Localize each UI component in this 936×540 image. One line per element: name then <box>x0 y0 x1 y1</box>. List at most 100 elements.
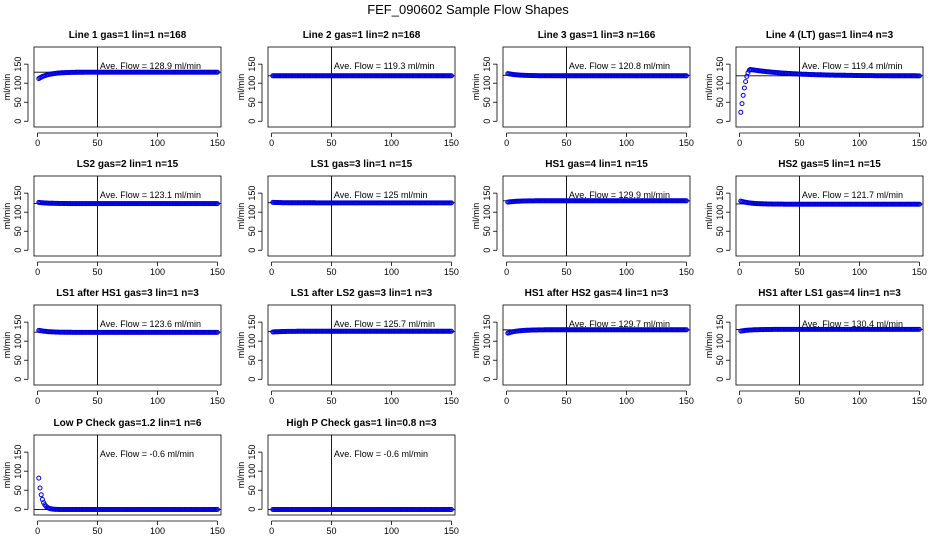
y-axis-label: ml/min <box>236 203 246 230</box>
data-point <box>214 69 220 75</box>
y-tick-label: 50 <box>247 485 257 495</box>
x-tick-label: 50 <box>327 267 337 277</box>
y-tick-label: 150 <box>482 186 492 201</box>
y-tick-label: 0 <box>13 507 23 512</box>
y-tick-label: 150 <box>247 57 257 72</box>
panel-2: Line 2 gas=1 lin=2 n=168 0 50 100 150 0 50 100 1… <box>236 30 459 148</box>
plot-frame <box>33 175 222 257</box>
y-tick-label: 150 <box>715 315 725 330</box>
y-tick-label: 0 <box>715 248 725 253</box>
y-axis-label: ml/min <box>471 74 481 101</box>
panel-6: LS1 gas=3 lin=1 n=150 50 100 150050100150ml… <box>236 159 459 277</box>
panel-title: Low P Check gas=1.2 lin=1 n=6 <box>54 418 202 429</box>
plot-frame <box>267 46 456 128</box>
y-axis-label: ml/min <box>704 332 714 359</box>
y-tick-label: 150 <box>482 57 492 72</box>
x-tick-label: 150 <box>912 138 927 148</box>
x-tick-label: 100 <box>852 138 867 148</box>
data-point <box>38 492 44 498</box>
y-axis-label: ml/min <box>236 332 246 359</box>
x-tick-label: 150 <box>210 267 225 277</box>
average-flow-annotation: Ave. Flow = 120.8 ml/min <box>569 61 670 71</box>
x-tick-label: 100 <box>384 526 399 536</box>
x-tick-label: 150 <box>210 396 225 406</box>
x-tick-label: 150 <box>679 267 694 277</box>
y-tick-label: 50 <box>715 226 725 236</box>
x-tick-label: 100 <box>384 138 399 148</box>
panel-title: HS1 after HS2 gas=4 lin=1 n=3 <box>525 288 669 299</box>
y-tick-label: 0 <box>247 119 257 124</box>
average-flow-annotation: Ave. Flow = -0.6 ml/min <box>100 449 194 459</box>
y-tick-label: 150 <box>13 315 23 330</box>
y-tick-label: 50 <box>247 226 257 236</box>
y-tick-label: 100 <box>715 334 725 349</box>
y-tick-label: 100 <box>13 334 23 349</box>
y-axis-label: ml/min <box>2 74 12 101</box>
x-tick-label: 50 <box>327 396 337 406</box>
plot-frame <box>267 175 456 257</box>
x-tick-label: 100 <box>619 267 634 277</box>
data-point <box>916 201 922 207</box>
y-tick-label: 0 <box>715 377 725 382</box>
x-tick-label: 50 <box>327 138 337 148</box>
data-point <box>448 328 454 334</box>
y-tick-label: 100 <box>247 76 257 91</box>
y-tick-label: 0 <box>247 248 257 253</box>
y-tick-label: 100 <box>482 76 492 91</box>
data-point <box>740 92 746 98</box>
data-point <box>743 79 749 85</box>
x-tick-label: 150 <box>444 526 459 536</box>
panel-4: Line 4 (LT) gas=1 lin=4 n=3 0 50 100 150 0 50 1… <box>704 30 927 148</box>
y-axis-label: ml/min <box>2 332 12 359</box>
x-tick-label: 50 <box>562 396 572 406</box>
x-tick-label: 0 <box>269 396 274 406</box>
average-flow-annotation: Ave. Flow = 129.7 ml/min <box>569 319 670 329</box>
x-tick-label: 100 <box>619 396 634 406</box>
y-tick-label: 0 <box>13 248 23 253</box>
average-flow-annotation: Ave. Flow = 125 ml/min <box>334 190 428 200</box>
panel-title: HS2 gas=5 lin=1 n=15 <box>778 159 881 170</box>
average-flow-annotation: Ave. Flow = 125.7 ml/min <box>334 319 435 329</box>
data-point <box>36 475 42 481</box>
average-flow-annotation: Ave. Flow = 123.6 ml/min <box>100 319 201 329</box>
y-tick-label: 150 <box>482 315 492 330</box>
y-axis-label: ml/min <box>236 462 246 489</box>
figure-title: FEF_090602 Sample Flow Shapes <box>367 2 569 17</box>
plot-frame <box>735 175 924 257</box>
panel-title: HS1 gas=4 lin=1 n=15 <box>545 159 648 170</box>
x-tick-label: 150 <box>912 396 927 406</box>
y-tick-label: 0 <box>482 119 492 124</box>
data-point <box>214 201 220 207</box>
panel-3: Line 3 gas=1 lin=3 n=166 0 50 100 150 0 50 100 1… <box>471 30 694 148</box>
data-point <box>741 85 747 91</box>
x-tick-label: 100 <box>852 267 867 277</box>
average-flow-annotation: Ave. Flow = 119.3 ml/min <box>334 61 434 71</box>
x-tick-label: 0 <box>269 138 274 148</box>
y-tick-label: 50 <box>13 226 23 236</box>
y-tick-label: 50 <box>715 97 725 107</box>
average-flow-annotation: Ave. Flow = 119.4 ml/min <box>802 61 902 71</box>
y-tick-label: 50 <box>482 97 492 107</box>
x-tick-label: 50 <box>795 267 805 277</box>
plot-frame <box>33 304 222 386</box>
x-tick-label: 50 <box>795 396 805 406</box>
y-tick-label: 150 <box>247 445 257 460</box>
x-tick-label: 0 <box>269 526 274 536</box>
y-tick-label: 50 <box>247 355 257 365</box>
panel-title: LS2 gas=2 lin=1 n=15 <box>77 159 179 170</box>
x-tick-label: 0 <box>737 138 742 148</box>
average-flow-annotation: Ave. Flow = 121.7 ml/min <box>802 190 903 200</box>
data-point <box>214 507 220 512</box>
panel-title: High P Check gas=1 lin=0.8 n=3 <box>286 418 437 429</box>
x-tick-label: 0 <box>504 267 509 277</box>
y-tick-label: 150 <box>13 57 23 72</box>
y-tick-label: 0 <box>247 377 257 382</box>
panel-title: LS1 after LS2 gas=3 lin=1 n=3 <box>291 288 433 299</box>
panel-9: LS1 after HS1 gas=3 lin=1 n=3 0 50 100 150 0 5… <box>2 288 225 406</box>
plot-frame <box>502 304 691 386</box>
panel-title: Line 1 gas=1 lin=1 n=168 <box>69 30 187 41</box>
data-point <box>738 109 744 115</box>
data-point <box>448 73 454 79</box>
y-tick-label: 150 <box>13 445 23 460</box>
x-tick-label: 150 <box>679 138 694 148</box>
